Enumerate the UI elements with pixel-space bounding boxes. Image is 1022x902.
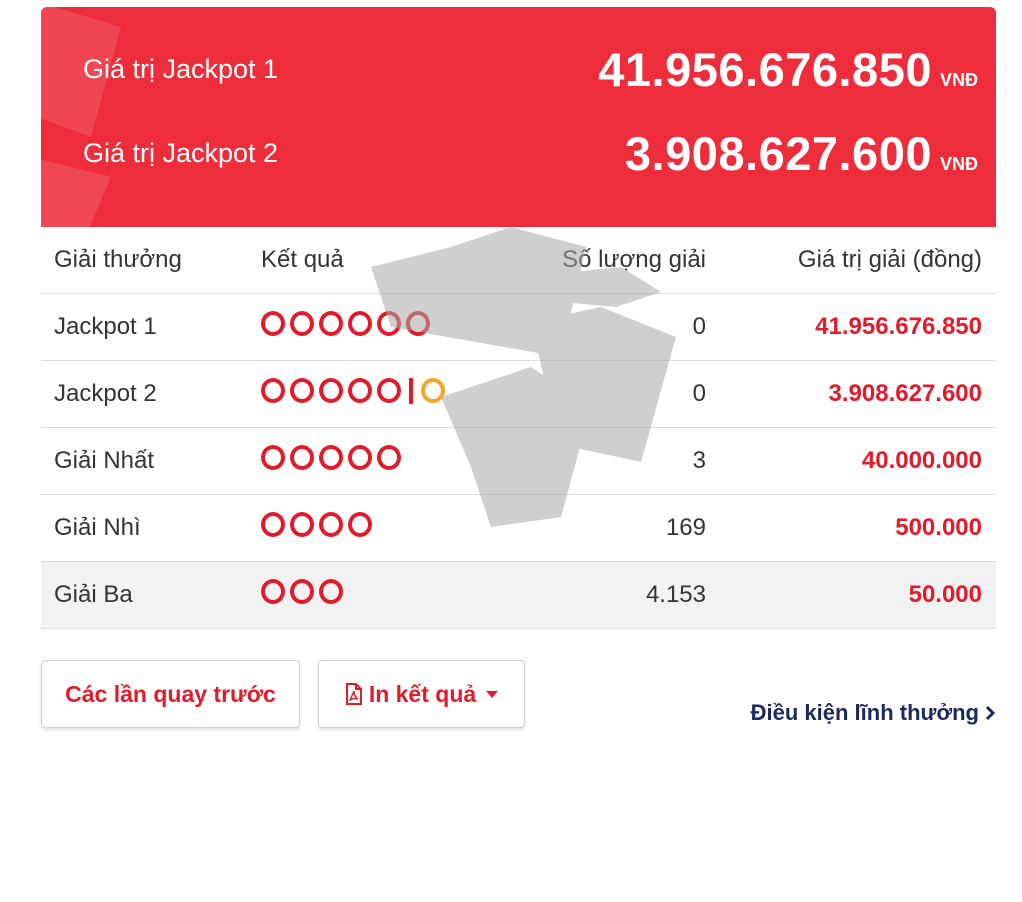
header-result: Kết quả [261,227,481,294]
jackpot-2-value: 3.908.627.600 [624,126,932,180]
winner-count: 0 [481,360,706,428]
prize-name: Giải Nhì [41,494,261,562]
table-row: Jackpot 2 0 3.908.627.600 [41,360,996,428]
ball-icon [377,445,401,470]
jackpot-1-label: Giá trị Jackpot 1 [83,53,279,84]
previous-draws-label: Các lần quay trước [65,680,276,707]
table-header-row: Giải thưởng Kết quả Số lượng giải Giá tr… [41,227,996,294]
table-row: Jackpot 1 0 41.956.676.850 [41,293,996,361]
prize-name: Giải Ba [41,561,261,629]
ball-icon [319,512,343,537]
ball-icon [290,378,314,404]
result-balls-cell [261,561,481,629]
special-ball-icon [421,378,445,404]
print-results-label: In kết quả [368,680,477,707]
ball-icon [290,579,314,604]
jackpot-2-amount: 3.908.627.600 VNĐ [625,126,978,181]
result-balls-cell [261,293,481,361]
result-balls [261,512,372,537]
jackpot-2-label: Giá trị Jackpot 2 [83,137,279,168]
ball-icon [348,311,372,336]
ball-icon [261,445,285,470]
result-balls-cell [261,494,481,562]
jackpot-1-value: 41.956.676.850 [598,42,932,96]
table-row: Giải Nhì 169 500.000 [41,494,996,562]
winner-count: 169 [481,494,706,562]
winner-count: 4.153 [481,561,706,629]
ball-icon [261,512,285,537]
jackpot-1-unit: VNĐ [939,69,978,90]
result-balls-cell [261,360,481,428]
header-count: Số lượng giải [481,227,706,294]
chevron-right-icon [985,705,995,721]
result-balls [261,579,343,604]
ball-icon [319,445,343,470]
jackpot-2-unit: VNĐ [939,153,978,174]
ball-icon [290,512,314,537]
ball-icon [348,445,372,470]
ball-icon [377,311,401,336]
prize-value: 40.000.000 [706,427,996,495]
table-row: Giải Ba 4.153 50.000 [41,561,996,629]
prize-name: Jackpot 2 [41,360,261,428]
result-balls [261,377,445,404]
winner-count: 3 [481,427,706,495]
decorative-logo-shape-icon [41,7,121,227]
result-balls-cell [261,427,481,495]
table-row: Giải Nhất 3 40.000.000 [41,427,996,495]
prize-name: Giải Nhất [41,427,261,495]
previous-draws-button[interactable]: Các lần quay trước [41,660,300,728]
ball-icon [290,311,314,336]
prize-value: 41.956.676.850 [706,293,996,361]
ball-icon [319,311,343,336]
header-prize: Giải thưởng [41,227,261,294]
pdf-file-icon [345,683,362,705]
print-results-button[interactable]: In kết quả [318,660,525,728]
prize-name: Jackpot 1 [41,293,261,361]
ball-icon [261,311,285,336]
ball-icon [377,378,401,404]
ball-icon [319,378,343,404]
jackpot-1-amount: 41.956.676.850 VNĐ [598,42,978,97]
ball-icon [261,579,285,604]
jackpot-1-row: Giá trị Jackpot 1 41.956.676.850 VNĐ [83,29,978,109]
prize-conditions-label: Điều kiện lĩnh thưởng [750,700,979,725]
result-balls [261,445,401,470]
results-table: Giải thưởng Kết quả Số lượng giải Giá tr… [41,227,996,629]
prize-value: 500.000 [706,494,996,562]
jackpot-banner: Giá trị Jackpot 1 41.956.676.850 VNĐ Giá… [41,7,996,227]
prize-conditions-link[interactable]: Điều kiện lĩnh thưởng [751,700,995,726]
ball-icon [290,445,314,470]
prize-value: 3.908.627.600 [706,360,996,428]
jackpot-2-row: Giá trị Jackpot 2 3.908.627.600 VNĐ [83,113,978,193]
ball-icon [406,311,430,336]
header-prize-value: Giá trị giải (đồng) [706,227,996,294]
separator-bar [409,377,413,404]
ball-icon [348,512,372,537]
prize-value: 50.000 [706,561,996,629]
winner-count: 0 [481,293,706,361]
ball-icon [319,579,343,604]
ball-icon [348,378,372,404]
result-balls [261,311,430,336]
results-table-area: Giải thưởng Kết quả Số lượng giải Giá tr… [41,227,996,629]
ball-icon [261,378,285,404]
caret-down-icon [486,690,499,698]
